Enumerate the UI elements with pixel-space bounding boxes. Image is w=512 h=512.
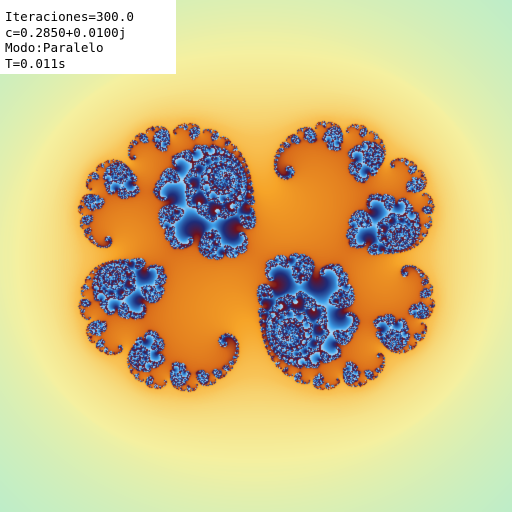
- info-overlay: Iteraciones=300.0 c=0.2850+0.0100j Modo:…: [0, 0, 176, 74]
- time-label: T=0.011s: [5, 55, 66, 71]
- constant-label: c=0.2850+0.0100j: [5, 24, 127, 40]
- mode-label: Modo:Paralelo: [5, 40, 104, 55]
- iterations-label: Iteraciones=300.0: [5, 9, 134, 24]
